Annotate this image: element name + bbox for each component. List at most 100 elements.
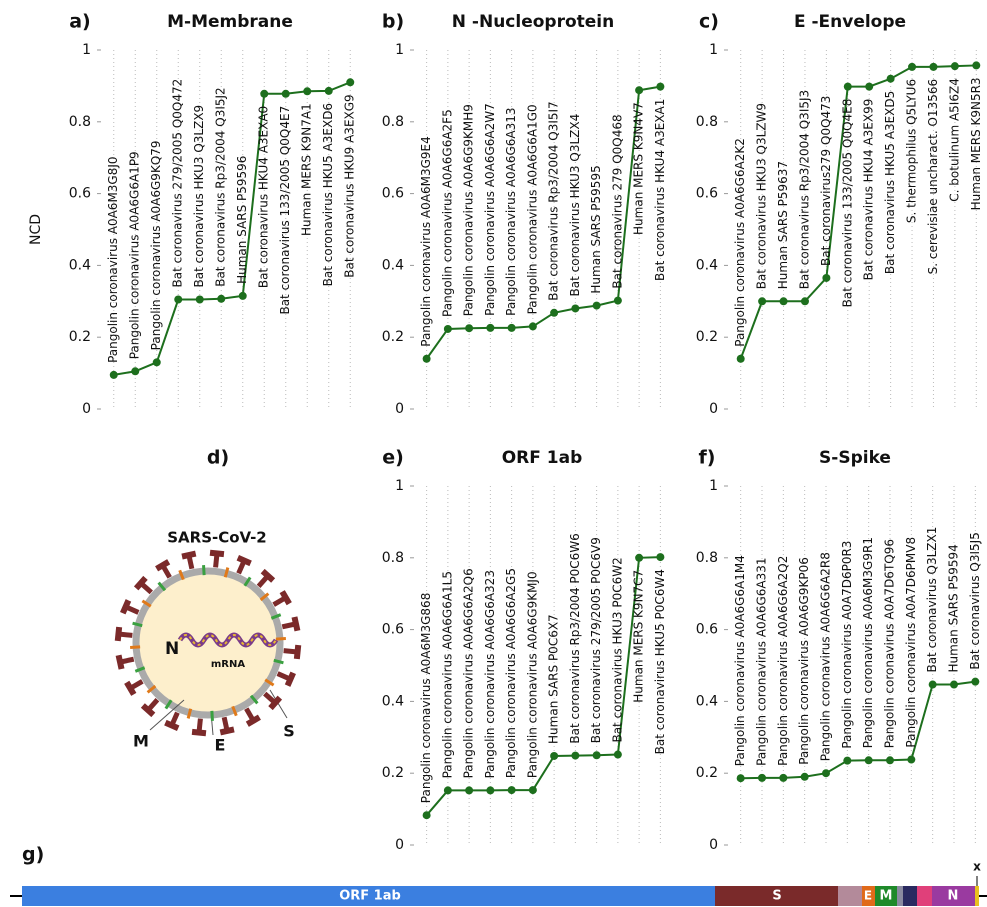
point — [779, 774, 787, 782]
category-label: Pangolin coronavirus A0A6M3G868 — [419, 593, 433, 804]
point — [465, 324, 473, 332]
point — [593, 302, 601, 310]
point — [843, 757, 851, 765]
category-label: Bat coronavirus HKU9 A3EXG9 — [343, 94, 357, 277]
chart-title: ORF 1ab — [502, 448, 583, 468]
category-label: Pangolin coronavirus A0A6G9KP06 — [797, 557, 811, 765]
category-label: Bat coronavirus HKU3 P0C6W2 — [610, 557, 624, 742]
category-label: Human MERS K9N7C7 — [632, 570, 646, 703]
y-tick-label: 0.2 — [696, 329, 718, 345]
point — [635, 86, 643, 94]
category-label: Pangolin coronavirus A0A6G6A1P9 — [128, 151, 142, 359]
panel-label: f) — [699, 447, 716, 469]
y-tick-label: 0.8 — [382, 114, 404, 130]
y-tick-label: 1 — [709, 478, 718, 494]
y-axis-label: NCD — [28, 214, 44, 245]
diagram-title: SARS-CoV-2 — [167, 529, 267, 547]
point — [886, 756, 894, 764]
category-label: Bat coronavirus HKU4 A3EX99 — [862, 99, 876, 281]
y-tick-label: 0.6 — [382, 186, 404, 202]
point — [423, 355, 431, 363]
category-label: Pangolin coronavirus A0A7D6PMV8 — [904, 537, 918, 748]
category-label: Human MERS K9N5R3 — [969, 77, 983, 210]
category-label: Bat coronavirus HKU4 A3EXA1 — [653, 99, 667, 281]
category-label: Pangolin coronavirus A0A6G9KQ79 — [149, 140, 163, 350]
point — [571, 752, 579, 760]
spike-head — [238, 558, 251, 564]
point — [614, 751, 622, 759]
segment-label: S — [772, 889, 781, 904]
point — [550, 309, 558, 317]
spike-head — [192, 732, 206, 733]
category-label: Bat coronavirus HKU3 Q3LZW9 — [755, 103, 769, 289]
y-tick-label: 0.2 — [696, 765, 718, 781]
category-label: Pangolin coronavirus A0A6G6A2W7 — [483, 103, 497, 316]
category-label: Human SARS P59637 — [776, 161, 790, 289]
category-label: Bat coronavirus HKU3 Q3LZX9 — [192, 105, 206, 288]
y-tick-label: 0.8 — [382, 550, 404, 566]
spike-head — [288, 673, 294, 686]
point — [444, 786, 452, 794]
point — [593, 751, 601, 759]
category-label: Pangolin coronavirus A0A6M3G9E4 — [419, 136, 433, 346]
mrna-label: mRNA — [211, 659, 245, 670]
segment-orf7 — [903, 886, 917, 906]
point — [887, 75, 895, 83]
point — [550, 752, 558, 760]
segment-orf3a — [838, 886, 862, 906]
spike-head — [220, 729, 234, 732]
n-label: N — [165, 639, 179, 659]
category-label: Pangolin coronavirus A0A6G6A1L5 — [440, 571, 454, 778]
category-label: Pangolin coronavirus A0A6G6A331 — [755, 557, 769, 765]
category-label: Bat coronavirus 279/2005 Q0Q472 — [171, 79, 185, 288]
category-label: Human SARS P59596 — [235, 156, 249, 284]
category-label: Human SARS P59594 — [947, 544, 961, 672]
point — [908, 63, 916, 71]
point — [844, 83, 852, 91]
category-label: Pangolin coronavirus A0A6G6A313 — [504, 107, 518, 315]
category-label: Bat coronavirus 133/2005 Q0Q4E8 — [840, 99, 854, 308]
panel-label: b) — [382, 11, 404, 33]
category-label: S. thermophilus Q5LYU6 — [905, 79, 919, 223]
category-label: Pangolin coronavirus A0A6G9KMH9 — [462, 104, 476, 316]
point — [656, 553, 664, 561]
point — [486, 786, 494, 794]
point — [303, 87, 311, 95]
membrane-protein — [276, 639, 286, 640]
spike-head — [119, 655, 122, 669]
category-label: Pangolin coronavirus A0A6G6A2Q6 — [462, 568, 476, 778]
category-label: Pangolin coronavirus A0A6G6A323 — [483, 570, 497, 778]
point — [758, 297, 766, 305]
s-label: S — [283, 722, 295, 741]
category-label: Bat coronavirus279 Q0Q473 — [819, 96, 833, 266]
segment-label: E — [864, 889, 872, 903]
category-label: Bat coronavirus Q3I5J5 — [968, 532, 982, 669]
spike-head — [165, 723, 178, 729]
point — [822, 769, 830, 777]
genome-bar: g) ORF 1ab S E M N x — [10, 844, 987, 907]
category-label: Pangolin coronavirus A0A6M3G9R1 — [861, 537, 875, 748]
point — [508, 786, 516, 794]
point — [239, 292, 247, 300]
point — [801, 773, 809, 781]
category-label: Pangolin coronavirus A0A6M3G8J0 — [106, 156, 120, 362]
category-label: Human SARS P0C6X7 — [547, 614, 561, 744]
point — [865, 756, 873, 764]
y-tick-label: 0.6 — [69, 186, 91, 202]
point — [282, 90, 290, 98]
y-tick-label: 0.4 — [696, 257, 718, 273]
category-label: Pangolin coronavirus A0A7D6TQ96 — [883, 539, 897, 748]
segment-label: ORF 1ab — [339, 889, 401, 904]
point — [571, 304, 579, 312]
point — [529, 786, 537, 794]
y-tick-label: 1 — [395, 478, 404, 494]
category-label: Human MERS K9N4V7 — [632, 102, 646, 235]
y-tick-label: 0 — [82, 401, 91, 417]
point — [780, 297, 788, 305]
category-label: Bat coronavirus HKU3 Q3LZX4 — [568, 114, 582, 297]
y-tick-label: 1 — [709, 42, 718, 58]
category-label: Human MERS K9N7A1 — [300, 103, 314, 236]
y-tick-label: 0.6 — [382, 622, 404, 638]
category-label: Pangolin coronavirus A0A6G9KMJ0 — [525, 571, 539, 778]
